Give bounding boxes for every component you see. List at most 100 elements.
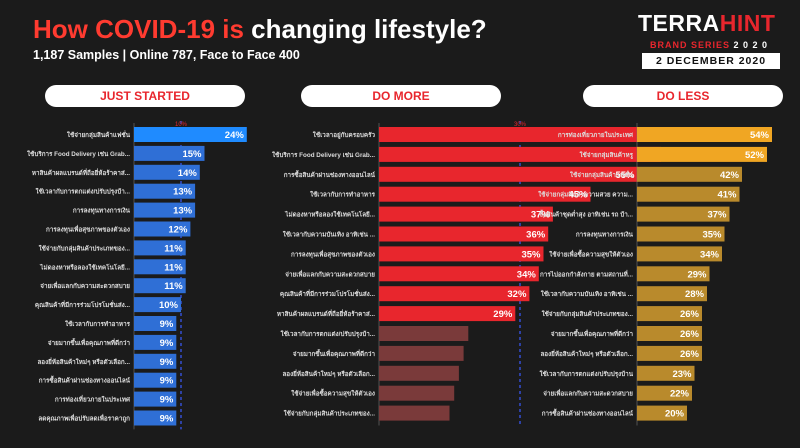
do-more-category-label: การลงทุนเพื่อสุขภาพของตัวเอง [291, 249, 375, 258]
do-more-category-label: จ่ายมากขึ้นเพื่อคุณภาพที่ดีกว่า [293, 348, 376, 358]
panel-header-do-more: DO MORE [301, 85, 501, 107]
do-more-bar [379, 186, 591, 202]
just-started-bar [134, 183, 196, 199]
do-less-bar [637, 226, 725, 242]
do-more-category-label: ไม่ดองหาหรือลองใช้เทคโนโลยี... [284, 210, 375, 219]
do-less-bar [637, 246, 722, 262]
do-more-bar [379, 226, 549, 242]
do-less-category-label: จ่ายเพื่อแลกกับความสะดวกสบาย [543, 389, 633, 398]
do-less-bar [637, 326, 702, 341]
just-started-category-label: หาสินค้าผลแบรนด์ที่ถือยี่ห้อร้าคาส่... [32, 168, 130, 177]
just-started-category-label: ลดคุณภาพเพื่อปรับลดเพื่อราคาถูก [38, 414, 130, 424]
just-started-category-label: ใช้จ่ายกลุ่มสินค้าแฟชั่น [67, 130, 131, 139]
just-started-bar [134, 145, 205, 161]
do-less-value-label: 26% [680, 329, 700, 340]
do-more-bar [379, 306, 516, 322]
do-less-bar [637, 146, 767, 162]
just-started-category-label: ลองยี่ห้อสินค้าใหม่ๆ หรือตัวเลือก... [37, 357, 130, 366]
page-subtitle: 1,187 Samples | Online 787, Face to Face… [33, 48, 300, 62]
do-more-category-label: ลองยี่ห้อสินค้าใหม่ๆ หรือตัวเลือก... [282, 369, 375, 378]
do-less-bar [637, 266, 710, 282]
do-more-bar [379, 405, 450, 421]
do-less-category-label: ใช้จ่ายกลุ่มสินค้าหรู [579, 150, 633, 160]
just-started-value-label: 24% [225, 130, 245, 141]
just-started-category-label: ใช้จ่ายกับกลุ่มสินค้าประเภทของ... [39, 243, 131, 252]
do-less-value-label: 41% [717, 190, 737, 201]
do-more-bar [379, 166, 638, 182]
just-started-category-label: ไม่ดองหาหรือลองใช้เทคโนโลยี... [39, 262, 130, 271]
just-started-bar [134, 259, 186, 275]
do-more-category-label: จ่ายเพื่อแลกกับความสะดวกสบาย [285, 269, 375, 278]
do-more-value-label: 34% [517, 269, 537, 280]
just-started-bar [134, 410, 177, 426]
just-started-category-label: ใช้บริการ Food Delivery เช่น Grab... [27, 149, 130, 158]
do-less-bar [637, 286, 707, 302]
do-more-bar [379, 286, 530, 302]
do-less-value-label: 37% [707, 210, 727, 221]
do-less-category-label: การลงทุนทางการเงิน [576, 231, 634, 239]
do-more-value-label: 29% [493, 309, 513, 320]
do-less-bar [637, 405, 687, 421]
reference-label-do-more: 30% [514, 122, 527, 128]
do-more-category-label: ใช้บริการ Food Delivery เช่น Grab... [272, 150, 375, 159]
do-less-value-label: 20% [665, 409, 685, 420]
do-less-bar [637, 365, 695, 381]
do-less-bar [637, 186, 740, 202]
just-started-value-label: 12% [168, 225, 188, 236]
do-more-category-label: ใช้เวลากับการตกแต่ง/ปรับปรุงบ้า... [281, 329, 376, 338]
just-started-category-label: การลงทุนทางการเงิน [73, 207, 131, 215]
logo-series: BRAND SERIES 2 0 2 0 [650, 40, 768, 50]
terrahint-logo: TERRAHINT BRAND SERIES 2 0 2 0 2 DECEMBE… [638, 10, 788, 70]
do-more-bar [379, 365, 459, 381]
just-started-value-label: 13% [173, 206, 193, 217]
just-started-bar [134, 316, 177, 331]
do-less-bar [637, 127, 772, 142]
logo-brand-terra: TERRA [638, 10, 720, 36]
just-started-value-label: 9% [160, 395, 174, 406]
just-started-value-label: 9% [160, 376, 174, 387]
do-less-category-label: ซื้อสินค้าชุดต่ำสุง อาทิเช่น รถ บ้า... [539, 209, 634, 219]
do-more-value-label: 36% [526, 230, 546, 241]
just-started-value-label: 11% [164, 281, 183, 292]
just-started-bar [134, 221, 191, 237]
do-less-category-label: ใช้เวลากับความบันเทิง อาทิเช่น ... [541, 289, 634, 298]
do-more-bar [379, 246, 544, 262]
logo-series-label: BRAND SERIES [650, 40, 731, 50]
do-more-category-label: หาสินค้าผลแบรนด์ที่ถือยี่ห้อร้าคาส่... [277, 309, 375, 318]
just-started-category-label: ใช้เวลากับการตกแต่ง/ปรับปรุงบ้า... [36, 187, 131, 196]
do-less-category-label: จ่ายมากขึ้นเพื่อคุณภาพที่ดีกว่า [551, 328, 634, 338]
do-less-category-label: การซื้อสินค้าผ่านช่องทางออนไลน์ [542, 408, 634, 418]
just-started-value-label: 11% [164, 262, 183, 273]
just-started-value-label: 9% [160, 338, 174, 349]
logo-date: 2 DECEMBER 2020 [642, 53, 780, 69]
do-more-category-label: ใช้จ่ายเพื่อซื้อความสุขให้ตัวเอง [291, 388, 375, 398]
panel-header-just-started: JUST STARTED [45, 85, 245, 107]
do-more-category-label: ใช้เวลากับการทำอาหาร [310, 190, 376, 199]
just-started-bar [134, 353, 177, 369]
just-started-category-label: จ่ายเพื่อแลกกับความสะดวกสบาย [40, 281, 130, 290]
do-more-value-label: 35% [521, 249, 541, 260]
do-more-bar [379, 345, 464, 361]
just-started-category-label: การท่องเที่ยวภายในประเทศ [55, 395, 131, 404]
do-less-value-label: 23% [672, 369, 692, 380]
page-title: How COVID-19 is changing lifestyle? [33, 14, 487, 45]
just-started-bar [134, 240, 186, 256]
do-less-bar [637, 166, 742, 182]
just-started-value-label: 9% [160, 357, 174, 368]
do-less-value-label: 29% [687, 269, 707, 280]
panel-header-do-less: DO LESS [583, 85, 783, 107]
just-started-bar [134, 202, 196, 218]
just-started-category-label: คุณสินค้าที่มีการร่วมโปรโมชั่นส่ง... [35, 300, 130, 309]
reference-label-just-started: 10% [175, 122, 188, 128]
do-more-category-label: การซื้อสินค้าผ่านช่องทางออนไลน์ [284, 169, 376, 179]
do-more-value-label: 55% [615, 170, 635, 181]
just-started-value-label: 9% [160, 414, 174, 425]
do-less-category-label: ใช้จ่ายเพื่อซื้อความสุขให้ตัวเอง [549, 248, 633, 258]
do-more-category-label: คุณสินค้าที่มีการร่วมโปรโมชั่นส่ง... [280, 289, 375, 298]
logo-brand-hint: HINT [719, 10, 776, 36]
just-started-bar [134, 164, 200, 180]
do-more-value-label: 45% [568, 190, 588, 201]
title-part-1: How COVID-19 is [33, 14, 244, 44]
do-more-bar [379, 146, 661, 162]
